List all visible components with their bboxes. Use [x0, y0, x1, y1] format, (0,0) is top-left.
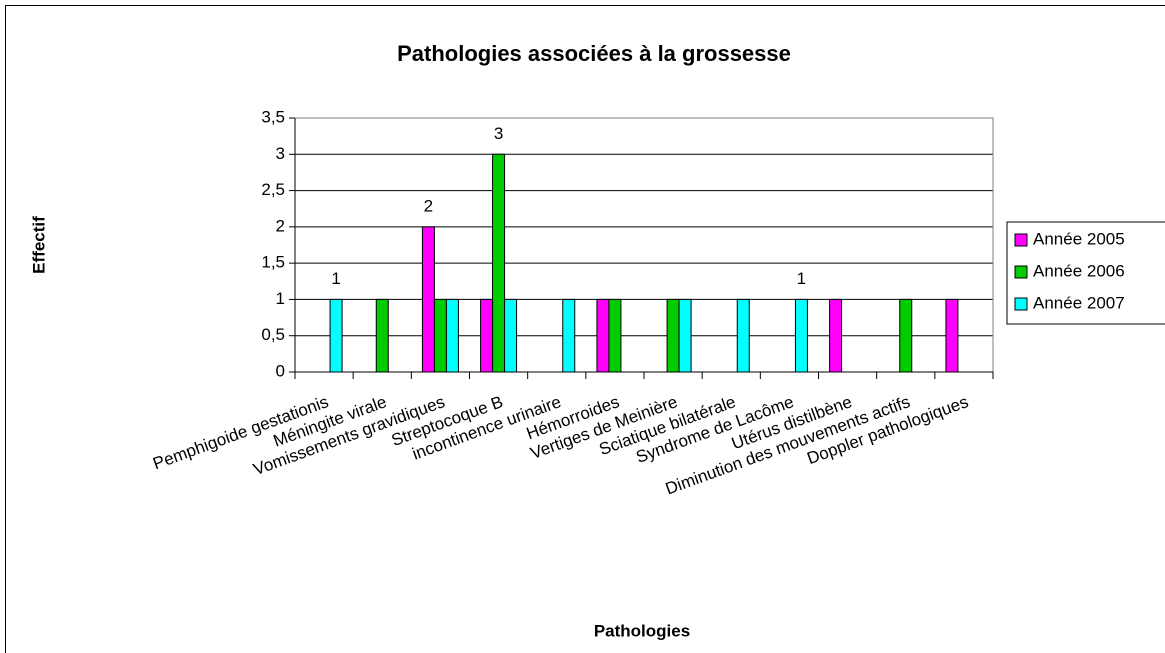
- bar: [596, 298, 610, 373]
- bar: [736, 298, 750, 373]
- bar: [445, 298, 459, 373]
- legend-label: Année 2007: [1033, 293, 1125, 312]
- data-label: 1: [331, 269, 340, 288]
- bar: [829, 298, 843, 373]
- chart-title: Pathologies associées à la grossesse: [397, 41, 791, 66]
- y-axis-label: Effectif: [29, 216, 48, 274]
- bar: [899, 298, 913, 373]
- data-label: 2: [424, 196, 433, 215]
- legend-label: Année 2006: [1033, 261, 1125, 280]
- x-axis-label: Pathologies: [594, 621, 690, 640]
- y-tick-label: 0: [276, 361, 285, 380]
- bar: [421, 226, 435, 373]
- legend-label: Année 2005: [1033, 229, 1125, 248]
- legend-swatch: [1014, 297, 1028, 311]
- bar: [433, 298, 447, 373]
- bar: [666, 298, 680, 373]
- bar: [608, 298, 622, 373]
- y-tick-label: 2,5: [261, 180, 285, 199]
- bar: [678, 298, 692, 373]
- data-label: 1: [797, 269, 806, 288]
- y-tick-label: 2: [276, 216, 285, 235]
- y-tick-label: 1,5: [261, 253, 285, 272]
- bar: [480, 298, 494, 373]
- y-tick-label: 0,5: [261, 325, 285, 344]
- bar: [329, 298, 343, 373]
- bar: [945, 298, 959, 373]
- bar: [794, 298, 808, 373]
- chart-border: [5, 5, 1165, 653]
- data-label: 3: [494, 124, 503, 143]
- bar: [562, 298, 576, 373]
- y-tick-label: 3,5: [261, 107, 285, 126]
- legend-swatch: [1014, 233, 1028, 247]
- bar: [375, 298, 389, 373]
- legend-box: [1006, 221, 1165, 325]
- y-tick-label: 3: [276, 144, 285, 163]
- legend-swatch: [1014, 265, 1028, 279]
- bar: [504, 298, 518, 373]
- y-tick-label: 1: [276, 289, 285, 308]
- bar: [492, 153, 506, 373]
